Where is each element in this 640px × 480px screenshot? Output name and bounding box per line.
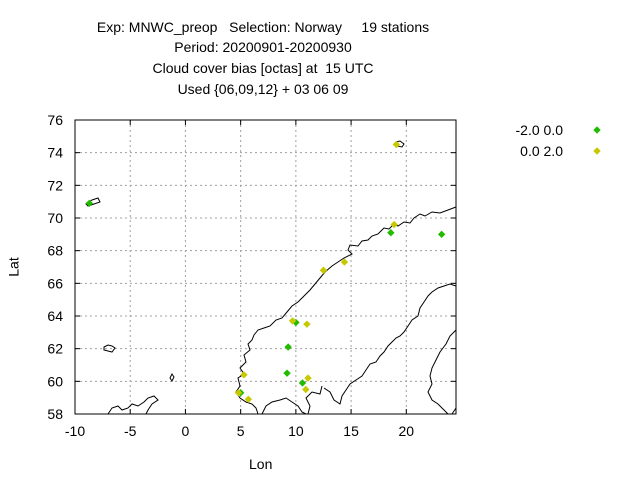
legend-label: -2.0 0.0 (516, 122, 564, 138)
title-line-3: Cloud cover bias [octas] at 15 UTC (152, 60, 374, 76)
data-point-yellow (240, 371, 248, 379)
data-point-green (283, 369, 291, 377)
x-tick-label: 20 (399, 423, 415, 439)
data-point-yellow (234, 389, 243, 397)
x-tick-label: -10 (65, 423, 85, 439)
y-axis-label: Lat (5, 257, 22, 277)
legend-label: 0.0 2.0 (520, 143, 563, 159)
y-tick-label: 60 (47, 373, 63, 389)
y-tick-label: 72 (47, 177, 63, 193)
axis-ticks: -10 -5 0 5 10 15 20 58 60 62 64 66 68 70 72 74 76 (47, 112, 456, 439)
x-tick-label: 5 (237, 423, 245, 439)
data-point-green (85, 199, 94, 208)
y-tick-label: 76 (47, 112, 63, 128)
data-point-green (284, 343, 292, 351)
y-tick-label: 70 (47, 210, 63, 226)
data-point-yellow (304, 374, 312, 382)
x-axis-label: Lon (249, 456, 273, 472)
grid-lines (75, 120, 456, 414)
x-tick-label: 0 (182, 423, 190, 439)
title-line-1: Exp: MNWC_preop Selection: Norway 19 sta… (96, 19, 430, 35)
x-tick-label: 15 (343, 423, 359, 439)
y-tick-label: 64 (47, 308, 63, 324)
data-point-yellow (390, 220, 398, 229)
data-point-yellow (319, 266, 328, 274)
plot-frame (74, 119, 457, 415)
data-markers (85, 140, 446, 404)
legend: -2.0 0.0 0.0 2.0 (516, 122, 601, 159)
coastline-faroe (103, 344, 116, 353)
y-tick-label: 58 (47, 406, 63, 422)
y-tick-label: 68 (47, 243, 63, 259)
legend-marker (593, 147, 601, 155)
coastline-scotland (107, 395, 159, 415)
coastline-map (85, 140, 457, 415)
x-tick-label: 10 (288, 423, 304, 439)
data-point-green (387, 228, 395, 237)
coastline-baltic-east (427, 329, 457, 415)
data-point-green (437, 230, 446, 239)
y-tick-label: 74 (47, 145, 63, 161)
coastline-jan-mayen (85, 197, 101, 207)
title-line-2: Period: 20200901-20200930 (174, 39, 352, 55)
title-line-4: Used {06,09,12} + 03 06 09 (177, 81, 349, 97)
data-point-yellow (303, 320, 311, 328)
coastline-shetland (169, 373, 175, 382)
data-point-yellow (288, 317, 297, 325)
coastline-sweden-finland (323, 283, 457, 405)
data-point-yellow (340, 258, 349, 266)
data-point-yellow (392, 140, 401, 149)
legend-marker (593, 126, 601, 134)
data-point-yellow (244, 395, 253, 404)
x-tick-label: -5 (124, 423, 137, 439)
coastline-norway (235, 206, 457, 415)
y-tick-label: 66 (47, 275, 63, 291)
data-point-green (298, 379, 307, 387)
data-point-yellow (302, 385, 310, 394)
y-tick-label: 62 (47, 341, 63, 357)
